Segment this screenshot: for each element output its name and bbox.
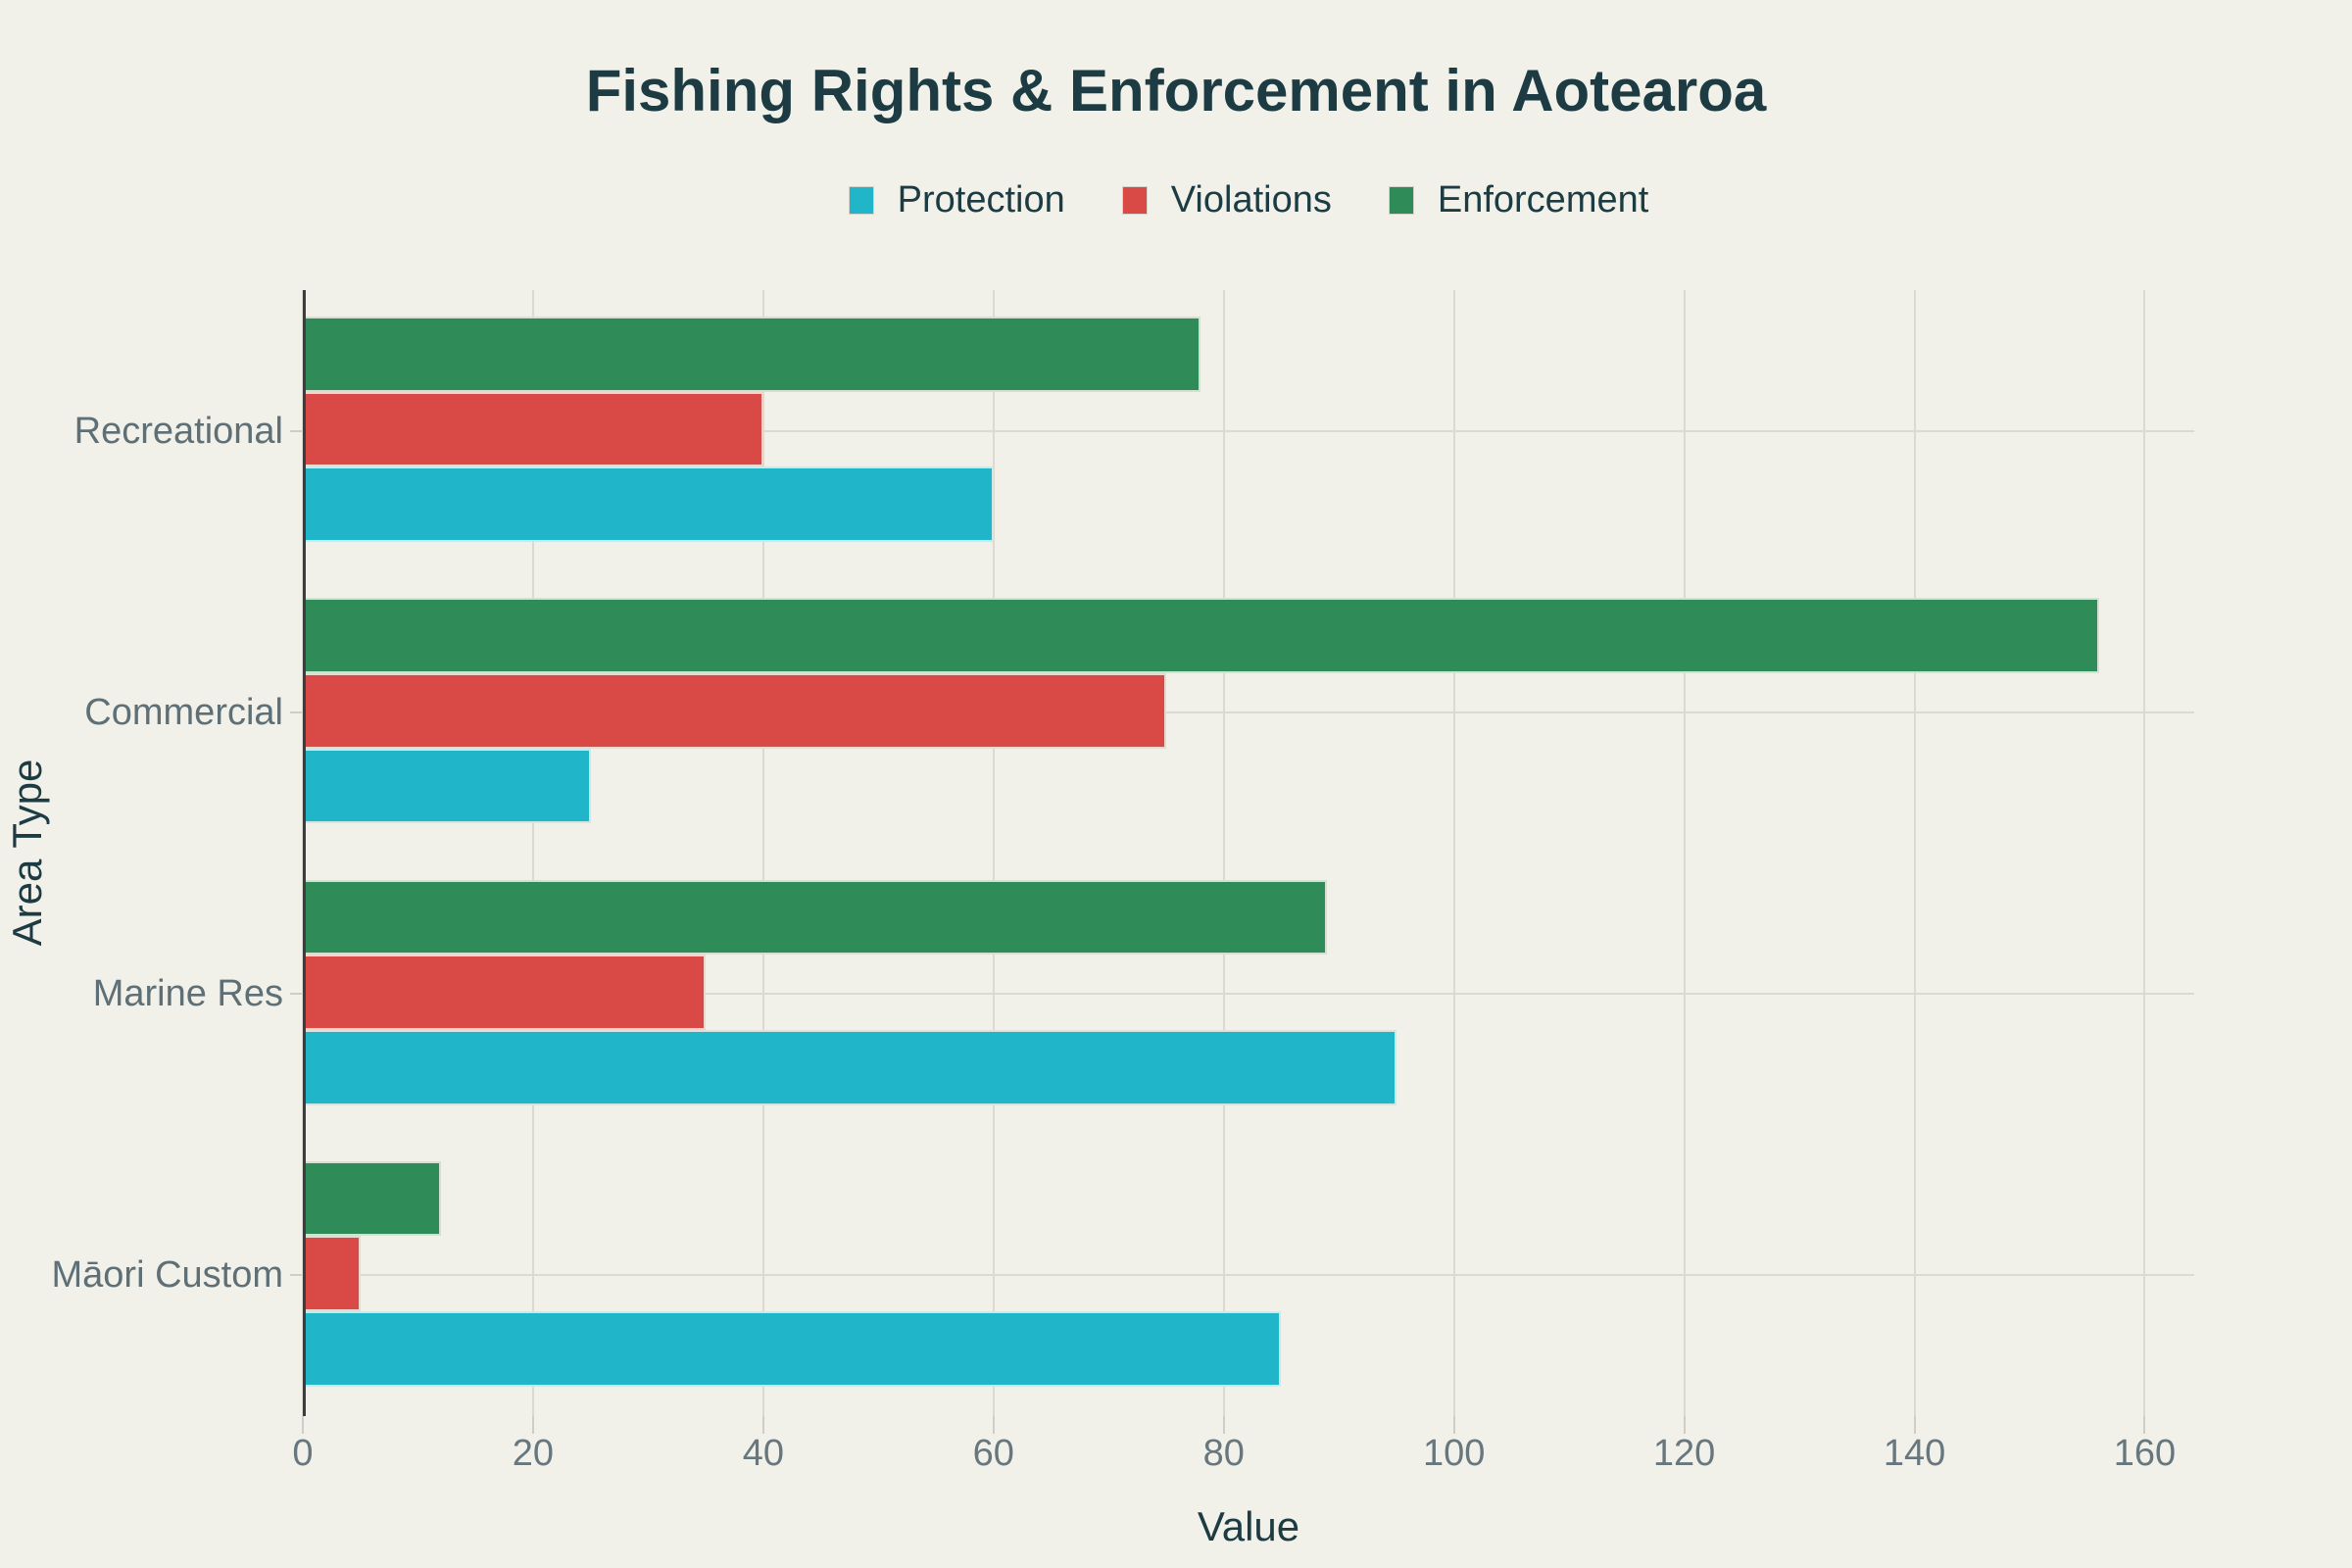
legend-label: Violations — [1170, 179, 1332, 220]
x-tick-label: 0 — [292, 1433, 314, 1474]
x-tick-mark — [1452, 1416, 1455, 1434]
x-tick-mark — [992, 1416, 995, 1434]
y-category-label: Māori Custom — [51, 1254, 284, 1297]
bar-marine-res-violations[interactable] — [303, 955, 707, 1030]
bar-māori-custom-protection[interactable] — [303, 1311, 1282, 1387]
x-gridline — [1222, 290, 1225, 1416]
x-tick-mark — [761, 1416, 764, 1434]
bar-māori-custom-violations[interactable] — [303, 1236, 361, 1312]
legend-swatch-protection — [848, 186, 874, 215]
x-tick-label: 60 — [972, 1433, 1014, 1474]
x-tick-mark — [302, 1416, 304, 1434]
plot-area — [302, 290, 2194, 1416]
x-gridline — [531, 290, 534, 1416]
x-gridline — [1452, 290, 1455, 1416]
y-tick-mark — [290, 710, 303, 713]
legend-item-enforcement[interactable]: Enforcement — [1388, 179, 1649, 221]
y-category-label: Recreational — [74, 410, 283, 452]
y-axis-title: Area Type — [4, 759, 50, 947]
bar-commercial-enforcement[interactable] — [303, 598, 2099, 673]
x-tick-label: 120 — [1652, 1433, 1716, 1474]
x-axis-title: Value — [1197, 1503, 1300, 1549]
x-tick-mark — [1222, 1416, 1225, 1434]
bar-commercial-protection[interactable] — [303, 748, 591, 824]
x-gridline — [2143, 290, 2146, 1416]
bar-māori-custom-enforcement[interactable] — [303, 1160, 441, 1237]
x-tick-label: 20 — [512, 1433, 555, 1474]
x-tick-label: 100 — [1422, 1433, 1486, 1474]
bar-recreational-violations[interactable] — [303, 391, 763, 467]
legend-label: Protection — [897, 179, 1065, 220]
x-tick-label: 40 — [742, 1433, 784, 1474]
x-tick-mark — [2143, 1416, 2146, 1434]
bar-recreational-protection[interactable] — [303, 466, 994, 543]
bar-marine-res-enforcement[interactable] — [303, 879, 1328, 956]
x-tick-mark — [1683, 1416, 1686, 1434]
x-tick-mark — [1913, 1416, 1916, 1434]
bar-commercial-violations[interactable] — [303, 672, 1166, 749]
y-gridline — [303, 1274, 2194, 1277]
legend-item-violations[interactable]: Violations — [1121, 179, 1332, 221]
legend-swatch-enforcement — [1388, 186, 1414, 215]
bar-recreational-enforcement[interactable] — [303, 317, 1201, 392]
y-axis-line — [303, 290, 306, 1416]
x-tick-label: 80 — [1202, 1433, 1245, 1474]
y-gridline — [303, 429, 2194, 432]
y-gridline — [303, 993, 2194, 996]
legend: Protection Violations Enforcement — [303, 179, 2194, 221]
y-tick-mark — [290, 1274, 303, 1277]
y-category-label: Commercial — [84, 691, 283, 733]
y-tick-mark — [290, 993, 303, 996]
x-gridline — [761, 290, 764, 1416]
x-tick-label: 160 — [2113, 1433, 2177, 1474]
x-gridline — [992, 290, 995, 1416]
x-tick-mark — [531, 1416, 534, 1434]
bar-marine-res-protection[interactable] — [303, 1029, 1396, 1105]
legend-item-protection[interactable]: Protection — [848, 179, 1065, 221]
x-tick-label: 140 — [1883, 1433, 1946, 1474]
chart-title: Fishing Rights & Enforcement in Aotearoa — [585, 58, 1767, 123]
x-gridline — [1913, 290, 1916, 1416]
legend-label: Enforcement — [1437, 179, 1649, 220]
x-gridline — [1683, 290, 1686, 1416]
legend-swatch-violations — [1121, 186, 1148, 215]
y-gridline — [303, 710, 2194, 713]
y-tick-mark — [290, 429, 303, 432]
y-category-label: Marine Res — [92, 973, 283, 1015]
